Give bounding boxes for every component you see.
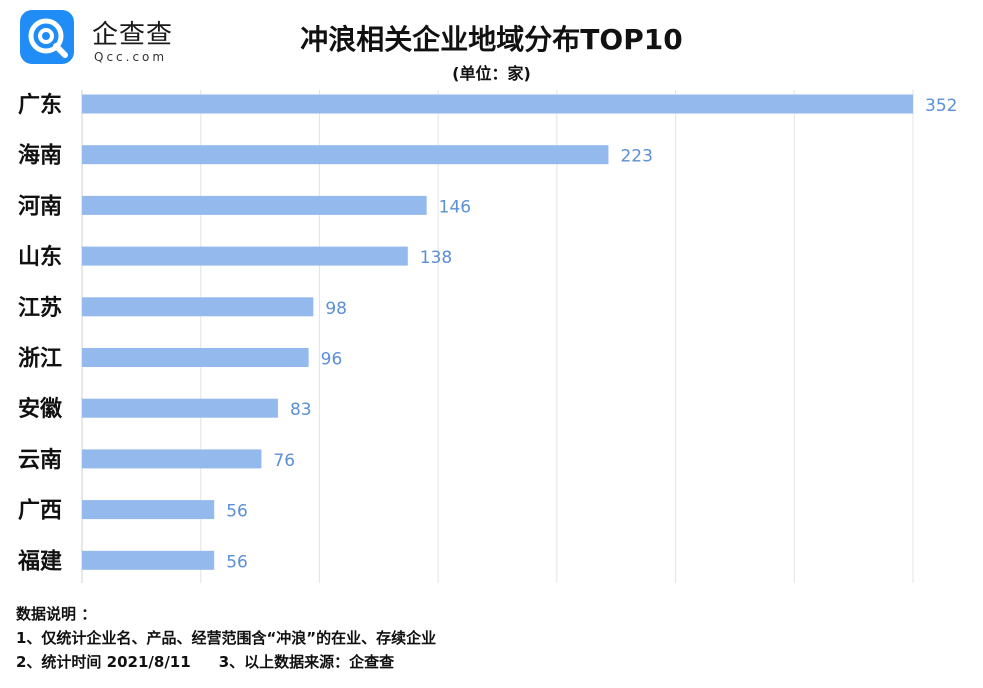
bar [82, 449, 262, 469]
bar [82, 398, 278, 418]
category-label: 山东 [18, 244, 62, 270]
qcc-logo: 企查查 Qcc.com [20, 10, 190, 66]
notes-line-2: 2、统计时间 2021/8/11 3、以上数据来源：企查查 [16, 650, 436, 674]
data-label: 56 [226, 552, 248, 572]
data-label: 352 [925, 96, 957, 116]
category-label: 福建 [17, 549, 62, 574]
bar-chart: 广东 352 海南 223 河南 146 山东 138 江苏 98 浙江 96 安徽 83 云南 76 广西 56… [17, 90, 957, 583]
data-label: 76 [273, 451, 295, 471]
data-label: 138 [420, 248, 452, 268]
notes-line-1: 1、仅统计企业名、产品、经营范围含“冲浪”的在业、存续企业 [16, 629, 437, 647]
category-label: 江苏 [18, 295, 62, 321]
logo-domain: Qcc.com [94, 50, 168, 64]
bar [82, 297, 314, 317]
qcc-logo-icon [20, 10, 74, 64]
category-label: 海南 [18, 143, 62, 169]
bar [82, 246, 408, 266]
data-label: 223 [620, 147, 652, 167]
bar [82, 500, 215, 520]
notes-source: 3、以上数据来源：企查查 [218, 653, 395, 671]
notes-time: 2、统计时间 2021/8/11 [16, 653, 191, 671]
category-label: 浙江 [18, 347, 62, 372]
notes-heading: 数据说明 ： [16, 605, 97, 623]
bar [82, 550, 215, 570]
bar [82, 94, 913, 114]
chart-title: 冲浪相关企业地域分布TOP10 [300, 23, 683, 56]
category-label: 云南 [18, 448, 62, 473]
data-label: 96 [321, 350, 343, 370]
data-label: 98 [325, 299, 347, 319]
category-label: 广西 [18, 498, 62, 524]
chart-unit: (单位：家) [452, 64, 531, 83]
data-notes: 数据说明 ： 1、仅统计企业名、产品、经营范围含“冲浪”的在业、存续企业 2、统… [16, 602, 436, 674]
bar [82, 348, 309, 367]
category-label: 安徽 [18, 396, 63, 422]
logo-name: 企查查 [92, 20, 174, 50]
category-label: 广东 [18, 92, 62, 118]
bar [82, 195, 427, 215]
data-label: 146 [439, 197, 471, 217]
category-label: 河南 [18, 194, 62, 219]
data-label: 83 [290, 400, 312, 420]
bar [82, 145, 609, 165]
data-label: 56 [226, 502, 248, 522]
